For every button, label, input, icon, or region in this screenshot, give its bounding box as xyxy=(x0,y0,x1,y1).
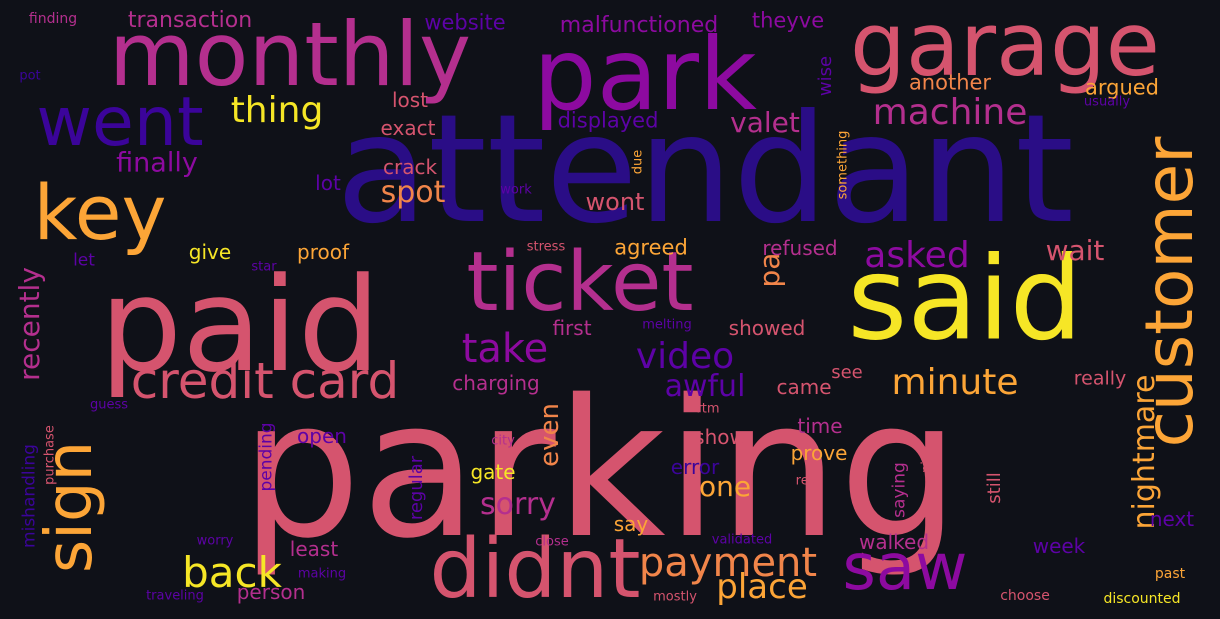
word-making: making xyxy=(297,566,347,582)
word-next: next xyxy=(1149,507,1195,531)
word-credit-card: credit card xyxy=(130,352,400,410)
word-theyve: theyve xyxy=(751,8,825,33)
word-even: even xyxy=(535,403,565,467)
word-error: error xyxy=(670,455,720,479)
word-thing: thing xyxy=(230,90,324,131)
word-asked: asked xyxy=(864,235,970,276)
word-website: website xyxy=(424,10,506,35)
word-proof: proof xyxy=(297,240,349,264)
word-machine: machine xyxy=(872,92,1028,133)
word-video: video xyxy=(635,336,735,377)
word-displayed: displayed xyxy=(557,108,659,133)
word-validated: validated xyxy=(711,532,773,548)
word-exact: exact xyxy=(380,116,436,140)
word-wait: wait xyxy=(1045,234,1105,267)
word-parking: parking xyxy=(240,359,960,580)
word-ticket: ticket xyxy=(466,235,694,330)
word-due: due xyxy=(630,149,646,175)
word-went: went xyxy=(36,83,204,162)
word-came: came xyxy=(776,375,832,399)
word-walked: walked xyxy=(858,530,930,554)
word-let: let xyxy=(73,250,95,271)
word-saw: saw xyxy=(842,531,968,605)
word-key: key xyxy=(33,168,167,257)
word-person: person xyxy=(236,580,306,604)
word-purchase: purchase xyxy=(42,425,58,485)
word-rtm: rtm xyxy=(696,401,720,417)
word-park: park xyxy=(533,16,757,133)
word-wise: wise xyxy=(815,55,836,97)
word-transaction: transaction xyxy=(127,8,253,33)
word-malfunctioned: malfunctioned xyxy=(559,13,719,38)
word-melting: melting xyxy=(642,317,692,333)
word-open: open xyxy=(297,424,347,448)
word-close: close xyxy=(535,534,569,550)
word-said: said xyxy=(847,232,1083,367)
word-another: another xyxy=(908,70,992,95)
word-lot: lot xyxy=(315,171,341,195)
word-discounted: discounted xyxy=(1103,591,1181,607)
word-lost: lost xyxy=(391,88,429,112)
word-mishandling: mishandling xyxy=(19,444,40,548)
word-give: give xyxy=(188,240,232,264)
word-argued: argued xyxy=(1084,75,1160,100)
word-attendant: attendant xyxy=(336,83,1074,257)
word-least: least xyxy=(289,537,339,561)
word-saying: saying xyxy=(889,462,910,518)
word-valet: valet xyxy=(730,106,800,139)
word-gate: gate xyxy=(470,460,516,484)
word-garage: garage xyxy=(850,0,1160,96)
word-wont: wont xyxy=(585,188,645,216)
word-usually: usually xyxy=(1083,94,1131,110)
word-work: work xyxy=(500,182,532,198)
word-finding: finding xyxy=(28,11,78,27)
word-crack: crack xyxy=(382,155,438,179)
word-mostly: mostly xyxy=(653,589,697,605)
word-time: time xyxy=(797,414,843,438)
word-past: past xyxy=(1154,566,1186,582)
word-showed: showed xyxy=(728,316,806,340)
word-paid: paid xyxy=(99,249,381,401)
word-back: back xyxy=(182,548,282,597)
word-say: say xyxy=(613,512,649,536)
word-traveling: traveling xyxy=(146,588,204,604)
word-prove: prove xyxy=(790,441,848,465)
word-awful: awful xyxy=(664,369,746,404)
word-payment: payment xyxy=(638,540,818,586)
word-see: see xyxy=(831,362,863,383)
word-first: first xyxy=(552,316,592,340)
word-show: show xyxy=(694,425,746,449)
word-minute: minute xyxy=(891,362,1019,403)
word-choose: choose xyxy=(1000,588,1050,604)
word-pending: pending xyxy=(256,422,277,492)
word-recently: recently xyxy=(13,267,46,381)
word-city: city xyxy=(491,433,515,449)
word-sorry: sorry xyxy=(480,487,556,522)
word-didnt: didnt xyxy=(429,522,641,617)
word-refused: refused xyxy=(762,236,838,260)
word-real: real xyxy=(795,473,821,489)
word-something: something xyxy=(835,130,851,200)
word-star: star xyxy=(251,259,277,275)
word-worry: worry xyxy=(196,533,234,549)
word-agreed: agreed xyxy=(614,235,688,260)
word-charging: charging xyxy=(452,371,540,395)
word-finally: finally xyxy=(116,147,198,179)
word-still: still xyxy=(984,472,1005,504)
word-week: week xyxy=(1032,534,1086,558)
word-regular: regular xyxy=(406,455,427,521)
word-monthly: monthly xyxy=(108,3,472,106)
word-stress: stress xyxy=(526,239,566,255)
word-take: take xyxy=(461,326,549,372)
word-spot: spot xyxy=(380,175,446,210)
word-nj: nj xyxy=(919,461,935,473)
word-really: really xyxy=(1073,367,1127,390)
word-place: place xyxy=(716,567,808,607)
word-one: one xyxy=(698,470,752,503)
word-guess: guess xyxy=(89,397,129,413)
word-pot: pot xyxy=(19,68,41,84)
